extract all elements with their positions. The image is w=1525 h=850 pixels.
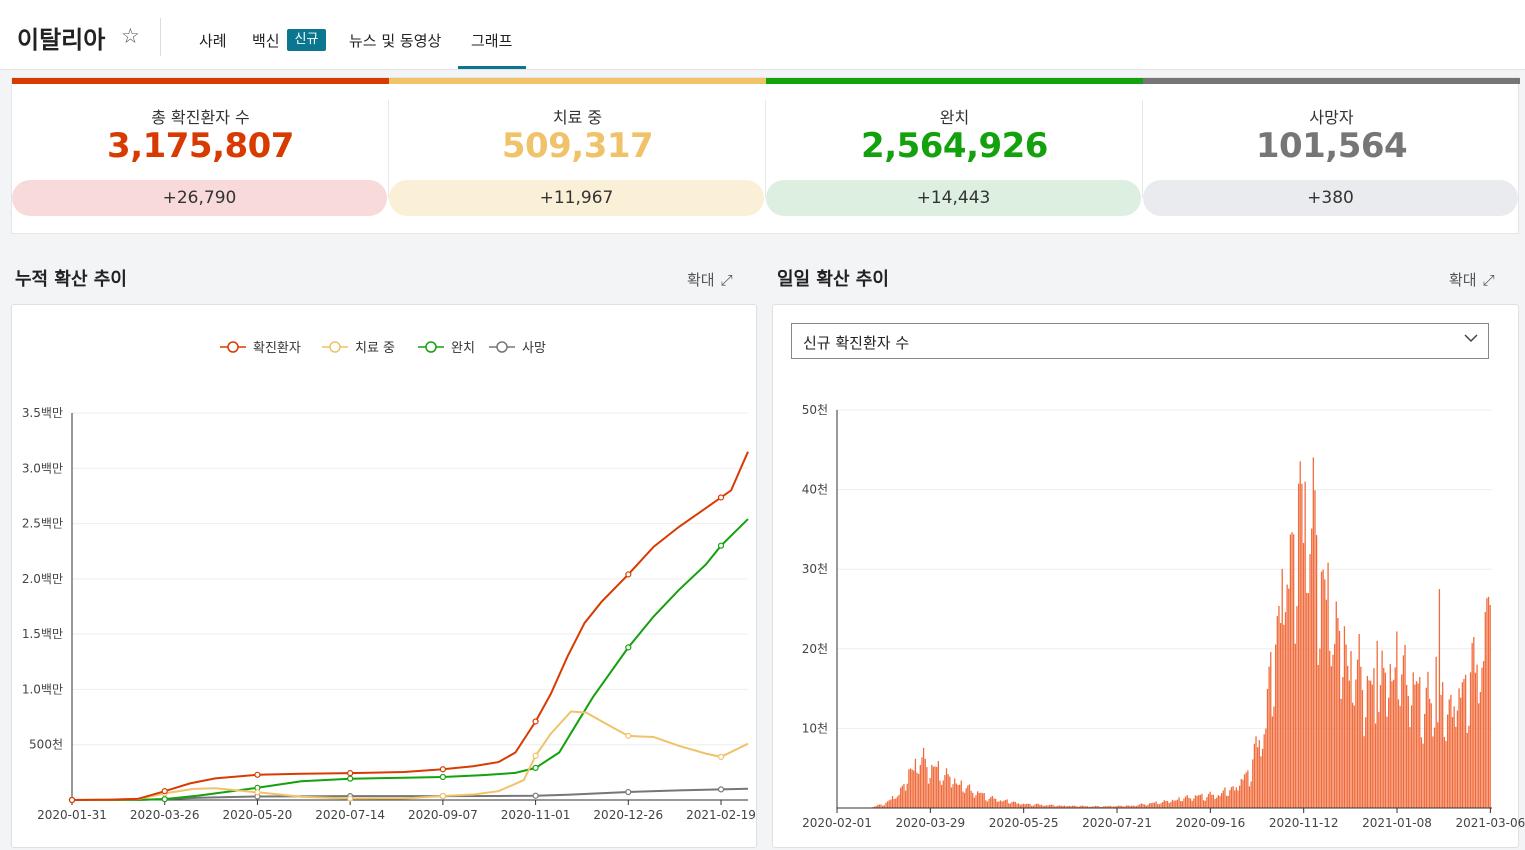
active-tab-indicator (458, 66, 526, 69)
favorite-star-icon[interactable]: ☆ (121, 24, 140, 48)
daily-expand-button[interactable]: 확대 ⤢ (1449, 269, 1495, 290)
stat-label: 사망자 (1309, 108, 1354, 127)
stat-value: 509,317 (501, 126, 654, 166)
dropdown-value: 신규 확진환자 수 (803, 334, 910, 352)
divider (1142, 100, 1143, 198)
stat-label: 치료 중 (552, 108, 603, 127)
top-bar: 이탈리아 ☆ 사례 백신 신규 뉴스 및 동영상 그래프 (0, 0, 1525, 70)
expand-icon: ⤢ (1482, 271, 1495, 289)
stat-color-bar (12, 78, 389, 84)
new-badge: 신규 (287, 29, 326, 51)
divider (388, 100, 389, 198)
stat-delta: +380 (1143, 180, 1518, 216)
stat-delta: +11,967 (389, 180, 764, 216)
tab-news-videos[interactable]: 뉴스 및 동영상 (349, 32, 442, 50)
stat-value: 2,564,926 (861, 126, 1048, 166)
daily-chart-card (772, 304, 1519, 848)
cumulative-expand-button[interactable]: 확대 ⤢ (687, 269, 733, 290)
stat-value: 101,564 (1255, 126, 1408, 166)
stat-color-bar (389, 78, 766, 84)
metric-dropdown[interactable]: 신규 확진환자 수 (791, 323, 1489, 359)
stat-color-bar (1143, 78, 1520, 84)
stat-recovered: 완치 2,564,926 +14,443 (766, 78, 1143, 235)
stat-active: 치료 중 509,317 +11,967 (389, 78, 766, 235)
cumulative-title: 누적 확산 추이 (15, 269, 127, 290)
tab-graphs[interactable]: 그래프 (471, 32, 513, 50)
stat-value: 3,175,807 (107, 126, 294, 166)
country-title: 이탈리아 (17, 26, 106, 54)
stat-delta: +26,790 (12, 180, 387, 216)
stat-confirmed: 총 확진환자 수 3,175,807 +26,790 (12, 78, 389, 235)
expand-label: 확대 (1449, 271, 1477, 289)
cumulative-chart-card (11, 304, 757, 848)
tab-cases[interactable]: 사례 (199, 32, 227, 50)
stat-color-bar (766, 78, 1143, 84)
expand-label: 확대 (687, 271, 715, 289)
stat-label: 총 확진환자 수 (151, 108, 250, 127)
divider (160, 18, 161, 56)
stats-panel: 총 확진환자 수 3,175,807 +26,790 치료 중 509,317 … (11, 77, 1520, 235)
tab-vaccine[interactable]: 백신 (252, 32, 280, 50)
expand-icon: ⤢ (720, 271, 733, 289)
chevron-down-icon (1464, 334, 1478, 343)
divider (765, 100, 766, 198)
stat-delta: +14,443 (766, 180, 1141, 216)
stat-deaths: 사망자 101,564 +380 (1143, 78, 1520, 235)
stat-label: 완치 (939, 108, 970, 127)
daily-title: 일일 확산 추이 (777, 269, 889, 290)
